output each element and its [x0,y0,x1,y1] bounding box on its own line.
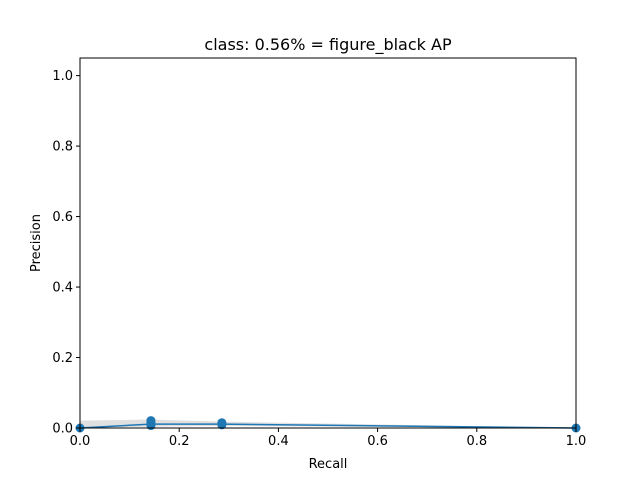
y-tick-label: 0.8 [52,140,73,155]
x-tick-label: 0.8 [466,434,487,449]
y-axis-ticks: 0.0 0.2 0.4 0.6 0.8 1.0 [52,69,80,437]
y-axis-label: Precision [29,214,44,272]
data-point [146,416,156,426]
confidence-band [80,419,576,428]
y-tick-label: 0.6 [52,210,73,225]
y-tick-label: 1.0 [52,69,73,84]
x-tick-label: 1.0 [566,434,587,449]
x-axis-ticks: 0.0 0.2 0.4 0.6 0.8 1.0 [70,428,587,449]
series-line-0 [79,423,577,429]
x-axis-label: Recall [309,457,348,472]
x-tick-label: 0.0 [70,434,91,449]
y-tick-label: 0.2 [52,351,73,366]
x-tick-label: 0.4 [268,434,289,449]
chart-title: class: 0.56% = figure_black AP [204,35,452,55]
axes-frame [79,57,577,429]
data-point [217,418,227,428]
y-tick-label: 0.4 [52,281,73,296]
x-tick-label: 0.2 [169,434,190,449]
plot-area [75,416,581,433]
y-tick-label: 0.0 [52,422,73,437]
x-tick-label: 0.6 [367,434,388,449]
